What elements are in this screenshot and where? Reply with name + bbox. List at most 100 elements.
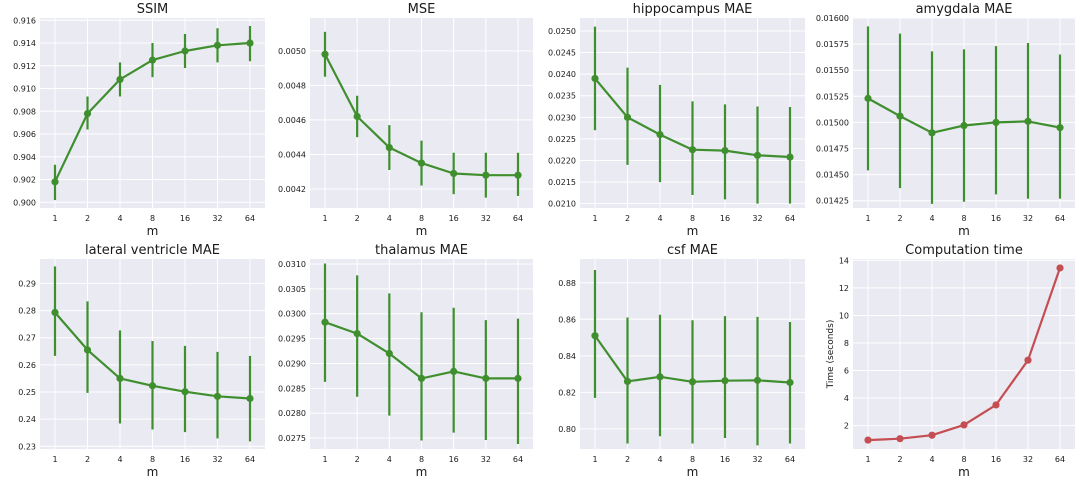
y-tick-label: 0.0225 bbox=[548, 135, 576, 144]
x-tick-label: 2 bbox=[625, 214, 630, 223]
panel-thalamus-mae: thalamus MAE m 0.0275 0.0280 0.0285 0.0290 0… bbox=[278, 243, 533, 479]
x-tick-label: 2 bbox=[355, 214, 360, 223]
data-point bbox=[417, 159, 426, 167]
data-point bbox=[385, 143, 393, 152]
x-tick-label: 4 bbox=[657, 455, 662, 464]
data-point bbox=[385, 349, 393, 358]
y-tick-label: 6 bbox=[844, 367, 849, 376]
x-tick-label: 16 bbox=[720, 214, 730, 223]
chart-title: csf MAE bbox=[667, 243, 718, 258]
data-point bbox=[623, 377, 632, 386]
data-point bbox=[321, 50, 329, 58]
x-tick-label: 2 bbox=[85, 455, 90, 464]
x-tick-label: 4 bbox=[929, 455, 934, 464]
data-point bbox=[51, 308, 59, 317]
y-tick-label: 0.0285 bbox=[278, 384, 306, 393]
x-axis-label: m bbox=[147, 224, 159, 238]
y-tick-label: 0.82 bbox=[558, 388, 576, 397]
x-axis-label: m bbox=[687, 224, 699, 238]
chart-title: thalamus MAE bbox=[375, 243, 468, 258]
data-point bbox=[896, 435, 904, 443]
y-tick-label: 0.0305 bbox=[278, 285, 306, 294]
y-tick-label: 0.904 bbox=[13, 153, 36, 162]
data-point bbox=[116, 374, 124, 383]
y-tick-label: 0.01450 bbox=[816, 171, 849, 180]
y-tick-label: 0.906 bbox=[13, 130, 36, 139]
x-tick-label: 16 bbox=[449, 455, 459, 464]
x-tick-label: 16 bbox=[991, 214, 1001, 223]
panel-mse: MSE m 0.0042 0.0044 0.0046 0.0048 0.0050 1 2 4 8… bbox=[278, 2, 533, 238]
x-tick-label: 4 bbox=[117, 455, 122, 464]
data-point bbox=[960, 421, 968, 429]
y-tick-label: 0.0235 bbox=[548, 92, 576, 101]
data-point bbox=[450, 367, 458, 376]
chart-title: amygdala MAE bbox=[916, 2, 1013, 17]
y-tick-label: 0.01425 bbox=[816, 197, 849, 206]
panel-computation-time: Computation time m Time (seconds) 2 4 6 8 10… bbox=[826, 243, 1075, 479]
x-tick-label: 1 bbox=[865, 214, 870, 223]
y-tick-label: 0.914 bbox=[13, 39, 36, 48]
x-tick-label: 8 bbox=[961, 214, 966, 223]
x-tick-label: 32 bbox=[481, 214, 491, 223]
data-point bbox=[116, 75, 124, 84]
x-tick-label: 64 bbox=[1055, 455, 1065, 464]
y-tick-label: 0.01575 bbox=[816, 40, 849, 49]
data-point bbox=[896, 112, 904, 120]
y-tick-label: 0.0275 bbox=[278, 434, 306, 443]
y-tick-label: 8 bbox=[844, 339, 849, 348]
data-point bbox=[213, 392, 222, 400]
data-point bbox=[928, 431, 936, 439]
data-point bbox=[482, 374, 490, 382]
x-axis-label: m bbox=[416, 465, 428, 479]
x-tick-label: 1 bbox=[592, 455, 597, 464]
data-point bbox=[83, 346, 92, 354]
data-point bbox=[417, 374, 426, 382]
y-tick-label: 0.902 bbox=[13, 176, 36, 185]
x-tick-label: 64 bbox=[785, 455, 795, 464]
data-point bbox=[656, 373, 664, 381]
panel-lateral-ventricle-mae: lateral ventricle MAE m 0.23 0.24 0.25 0.26… bbox=[18, 243, 265, 479]
x-axis-label: m bbox=[147, 465, 159, 479]
x-axis-label: m bbox=[687, 465, 699, 479]
x-axis-label: m bbox=[958, 465, 970, 479]
y-tick-label: 14 bbox=[839, 256, 849, 265]
x-tick-label: 32 bbox=[1023, 455, 1033, 464]
data-point bbox=[353, 112, 361, 121]
x-tick-label: 64 bbox=[785, 214, 795, 223]
y-tick-label: 0.0290 bbox=[278, 359, 306, 368]
y-tick-label: 0.27 bbox=[18, 334, 36, 343]
y-tick-label: 0.80 bbox=[558, 425, 576, 434]
x-tick-label: 2 bbox=[625, 455, 630, 464]
y-tick-label: 0.25 bbox=[18, 388, 36, 397]
y-tick-label: 12 bbox=[839, 284, 849, 293]
x-tick-label: 64 bbox=[513, 214, 523, 223]
x-tick-label: 8 bbox=[150, 214, 155, 223]
data-point bbox=[992, 118, 1000, 126]
x-tick-label: 4 bbox=[387, 455, 392, 464]
data-point bbox=[246, 39, 254, 47]
x-tick-label: 1 bbox=[52, 455, 57, 464]
data-point bbox=[514, 171, 522, 179]
chart-title: lateral ventricle MAE bbox=[85, 243, 220, 258]
y-tick-label: 0.24 bbox=[18, 415, 36, 424]
y-tick-label: 0.916 bbox=[13, 16, 36, 25]
data-point bbox=[450, 169, 458, 178]
y-tick-label: 0.23 bbox=[18, 442, 36, 451]
x-axis-label: m bbox=[416, 224, 428, 238]
data-point bbox=[321, 318, 329, 326]
data-point bbox=[1024, 356, 1032, 364]
x-tick-label: 64 bbox=[513, 455, 523, 464]
data-point bbox=[928, 129, 936, 137]
y-tick-label: 0.0220 bbox=[548, 157, 576, 166]
y-tick-label: 0.900 bbox=[13, 198, 36, 207]
y-tick-label: 0.0250 bbox=[548, 27, 576, 36]
x-tick-label: 64 bbox=[1055, 214, 1065, 223]
data-point bbox=[591, 74, 599, 83]
data-point bbox=[83, 109, 92, 118]
panel-ssim: SSIM m 0.900 0.902 0.904 0.906 0.908 0.910 0.9… bbox=[13, 2, 265, 238]
y-tick-label: 0.28 bbox=[18, 307, 36, 316]
x-tick-label: 32 bbox=[752, 214, 762, 223]
y-tick-label: 0.910 bbox=[13, 85, 36, 94]
y-tick-label: 0.912 bbox=[13, 62, 36, 71]
data-point bbox=[656, 130, 664, 139]
